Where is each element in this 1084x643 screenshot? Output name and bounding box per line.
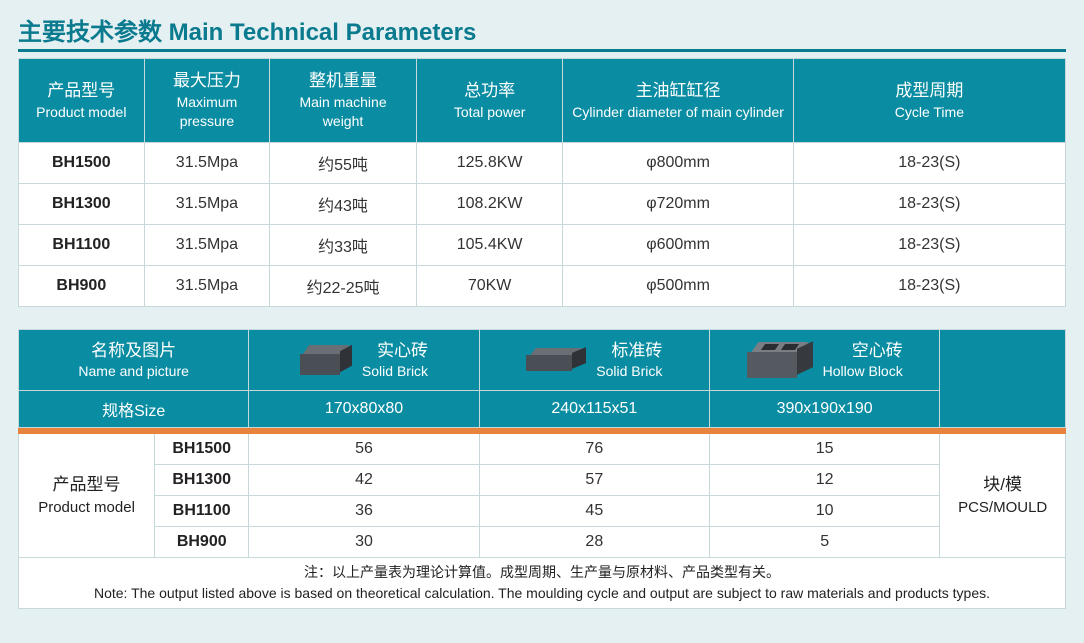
cell-power: 125.8KW bbox=[416, 142, 563, 183]
cell-pressure: 31.5Mpa bbox=[144, 224, 270, 265]
product-model-label: 产品型号Product model bbox=[19, 434, 155, 558]
t1-header: 成型周期Cycle Time bbox=[793, 59, 1065, 143]
t2-model: BH1100 bbox=[155, 496, 249, 527]
t1-row: BH130031.5Mpa约43吨108.2KWφ720mm18-23(S) bbox=[19, 183, 1066, 224]
cell-cylinder: φ500mm bbox=[563, 265, 793, 306]
t2-row: BH1100364510 bbox=[19, 496, 1066, 527]
t2-value: 15 bbox=[709, 434, 939, 465]
t2-value: 42 bbox=[249, 465, 479, 496]
note-row: 注：以上产量表为理论计算值。成型周期、生产量与原材料、产品类型有关。Note: … bbox=[19, 558, 1066, 609]
blank-header bbox=[940, 329, 1066, 427]
t2-model: BH1500 bbox=[155, 434, 249, 465]
standard-brick-icon bbox=[526, 348, 586, 372]
note-cn: 注：以上产量表为理论计算值。成型周期、生产量与原材料、产品类型有关。 bbox=[27, 562, 1057, 583]
product-header: 空心砖Hollow Block bbox=[709, 329, 939, 390]
cell-weight: 约43吨 bbox=[270, 183, 417, 224]
cell-power: 70KW bbox=[416, 265, 563, 306]
product-header: 实心砖Solid Brick bbox=[249, 329, 479, 390]
t2-value: 10 bbox=[709, 496, 939, 527]
size-value: 170x80x80 bbox=[249, 391, 479, 428]
note-en: Note: The output listed above is based o… bbox=[27, 583, 1057, 604]
title-underline bbox=[18, 49, 1066, 52]
t1-header: 最大压力Maximum pressure bbox=[144, 59, 270, 143]
t1-row: BH150031.5Mpa约55吨125.8KWφ800mm18-23(S) bbox=[19, 142, 1066, 183]
cell-model: BH1300 bbox=[19, 183, 145, 224]
size-label: 规格Size bbox=[19, 391, 249, 428]
cell-weight: 约33吨 bbox=[270, 224, 417, 265]
t1-row: BH110031.5Mpa约33吨105.4KWφ600mm18-23(S) bbox=[19, 224, 1066, 265]
cell-weight: 约22-25吨 bbox=[270, 265, 417, 306]
cell-cycle: 18-23(S) bbox=[793, 142, 1065, 183]
t2-row: BH1300425712 bbox=[19, 465, 1066, 496]
output-table: 名称及图片Name and picture实心砖Solid Brick标准砖So… bbox=[18, 329, 1066, 609]
t1-header: 产品型号Product model bbox=[19, 59, 145, 143]
main-title: 主要技术参数 Main Technical Parameters bbox=[18, 12, 1066, 47]
page: 主要技术参数 Main Technical Parameters 产品型号Pro… bbox=[0, 0, 1084, 621]
hollow-block-icon bbox=[747, 342, 813, 378]
t2-value: 36 bbox=[249, 496, 479, 527]
cell-pressure: 31.5Mpa bbox=[144, 142, 270, 183]
t1-header: 整机重量Main machine weight bbox=[270, 59, 417, 143]
cell-cycle: 18-23(S) bbox=[793, 183, 1065, 224]
cell-model: BH900 bbox=[19, 265, 145, 306]
cell-cylinder: φ720mm bbox=[563, 183, 793, 224]
t1-header: 主油缸缸径Cylinder diameter of main cylinder bbox=[563, 59, 793, 143]
t2-value: 76 bbox=[479, 434, 709, 465]
t2-value: 12 bbox=[709, 465, 939, 496]
t2-row: BH90030285 bbox=[19, 527, 1066, 558]
t2-model: BH900 bbox=[155, 527, 249, 558]
unit-label: 块/模PCS/MOULD bbox=[940, 434, 1066, 558]
t2-row: 产品型号Product modelBH1500567615块/模PCS/MOUL… bbox=[19, 434, 1066, 465]
cell-cycle: 18-23(S) bbox=[793, 224, 1065, 265]
namepic-header: 名称及图片Name and picture bbox=[19, 329, 249, 390]
cell-power: 105.4KW bbox=[416, 224, 563, 265]
cell-model: BH1500 bbox=[19, 142, 145, 183]
parameters-table: 产品型号Product model最大压力Maximum pressure整机重… bbox=[18, 58, 1066, 307]
t1-header: 总功率Total power bbox=[416, 59, 563, 143]
cell-cylinder: φ600mm bbox=[563, 224, 793, 265]
cell-cylinder: φ800mm bbox=[563, 142, 793, 183]
t2-value: 30 bbox=[249, 527, 479, 558]
cell-pressure: 31.5Mpa bbox=[144, 265, 270, 306]
cell-model: BH1100 bbox=[19, 224, 145, 265]
solid-brick-icon bbox=[300, 345, 352, 375]
t2-model: BH1300 bbox=[155, 465, 249, 496]
cell-weight: 约55吨 bbox=[270, 142, 417, 183]
t2-value: 45 bbox=[479, 496, 709, 527]
t2-value: 28 bbox=[479, 527, 709, 558]
cell-cycle: 18-23(S) bbox=[793, 265, 1065, 306]
t2-value: 5 bbox=[709, 527, 939, 558]
product-header: 标准砖Solid Brick bbox=[479, 329, 709, 390]
cell-power: 108.2KW bbox=[416, 183, 563, 224]
size-value: 390x190x190 bbox=[709, 391, 939, 428]
t1-row: BH90031.5Mpa约22-25吨70KWφ500mm18-23(S) bbox=[19, 265, 1066, 306]
cell-pressure: 31.5Mpa bbox=[144, 183, 270, 224]
t2-value: 56 bbox=[249, 434, 479, 465]
size-value: 240x115x51 bbox=[479, 391, 709, 428]
t2-value: 57 bbox=[479, 465, 709, 496]
